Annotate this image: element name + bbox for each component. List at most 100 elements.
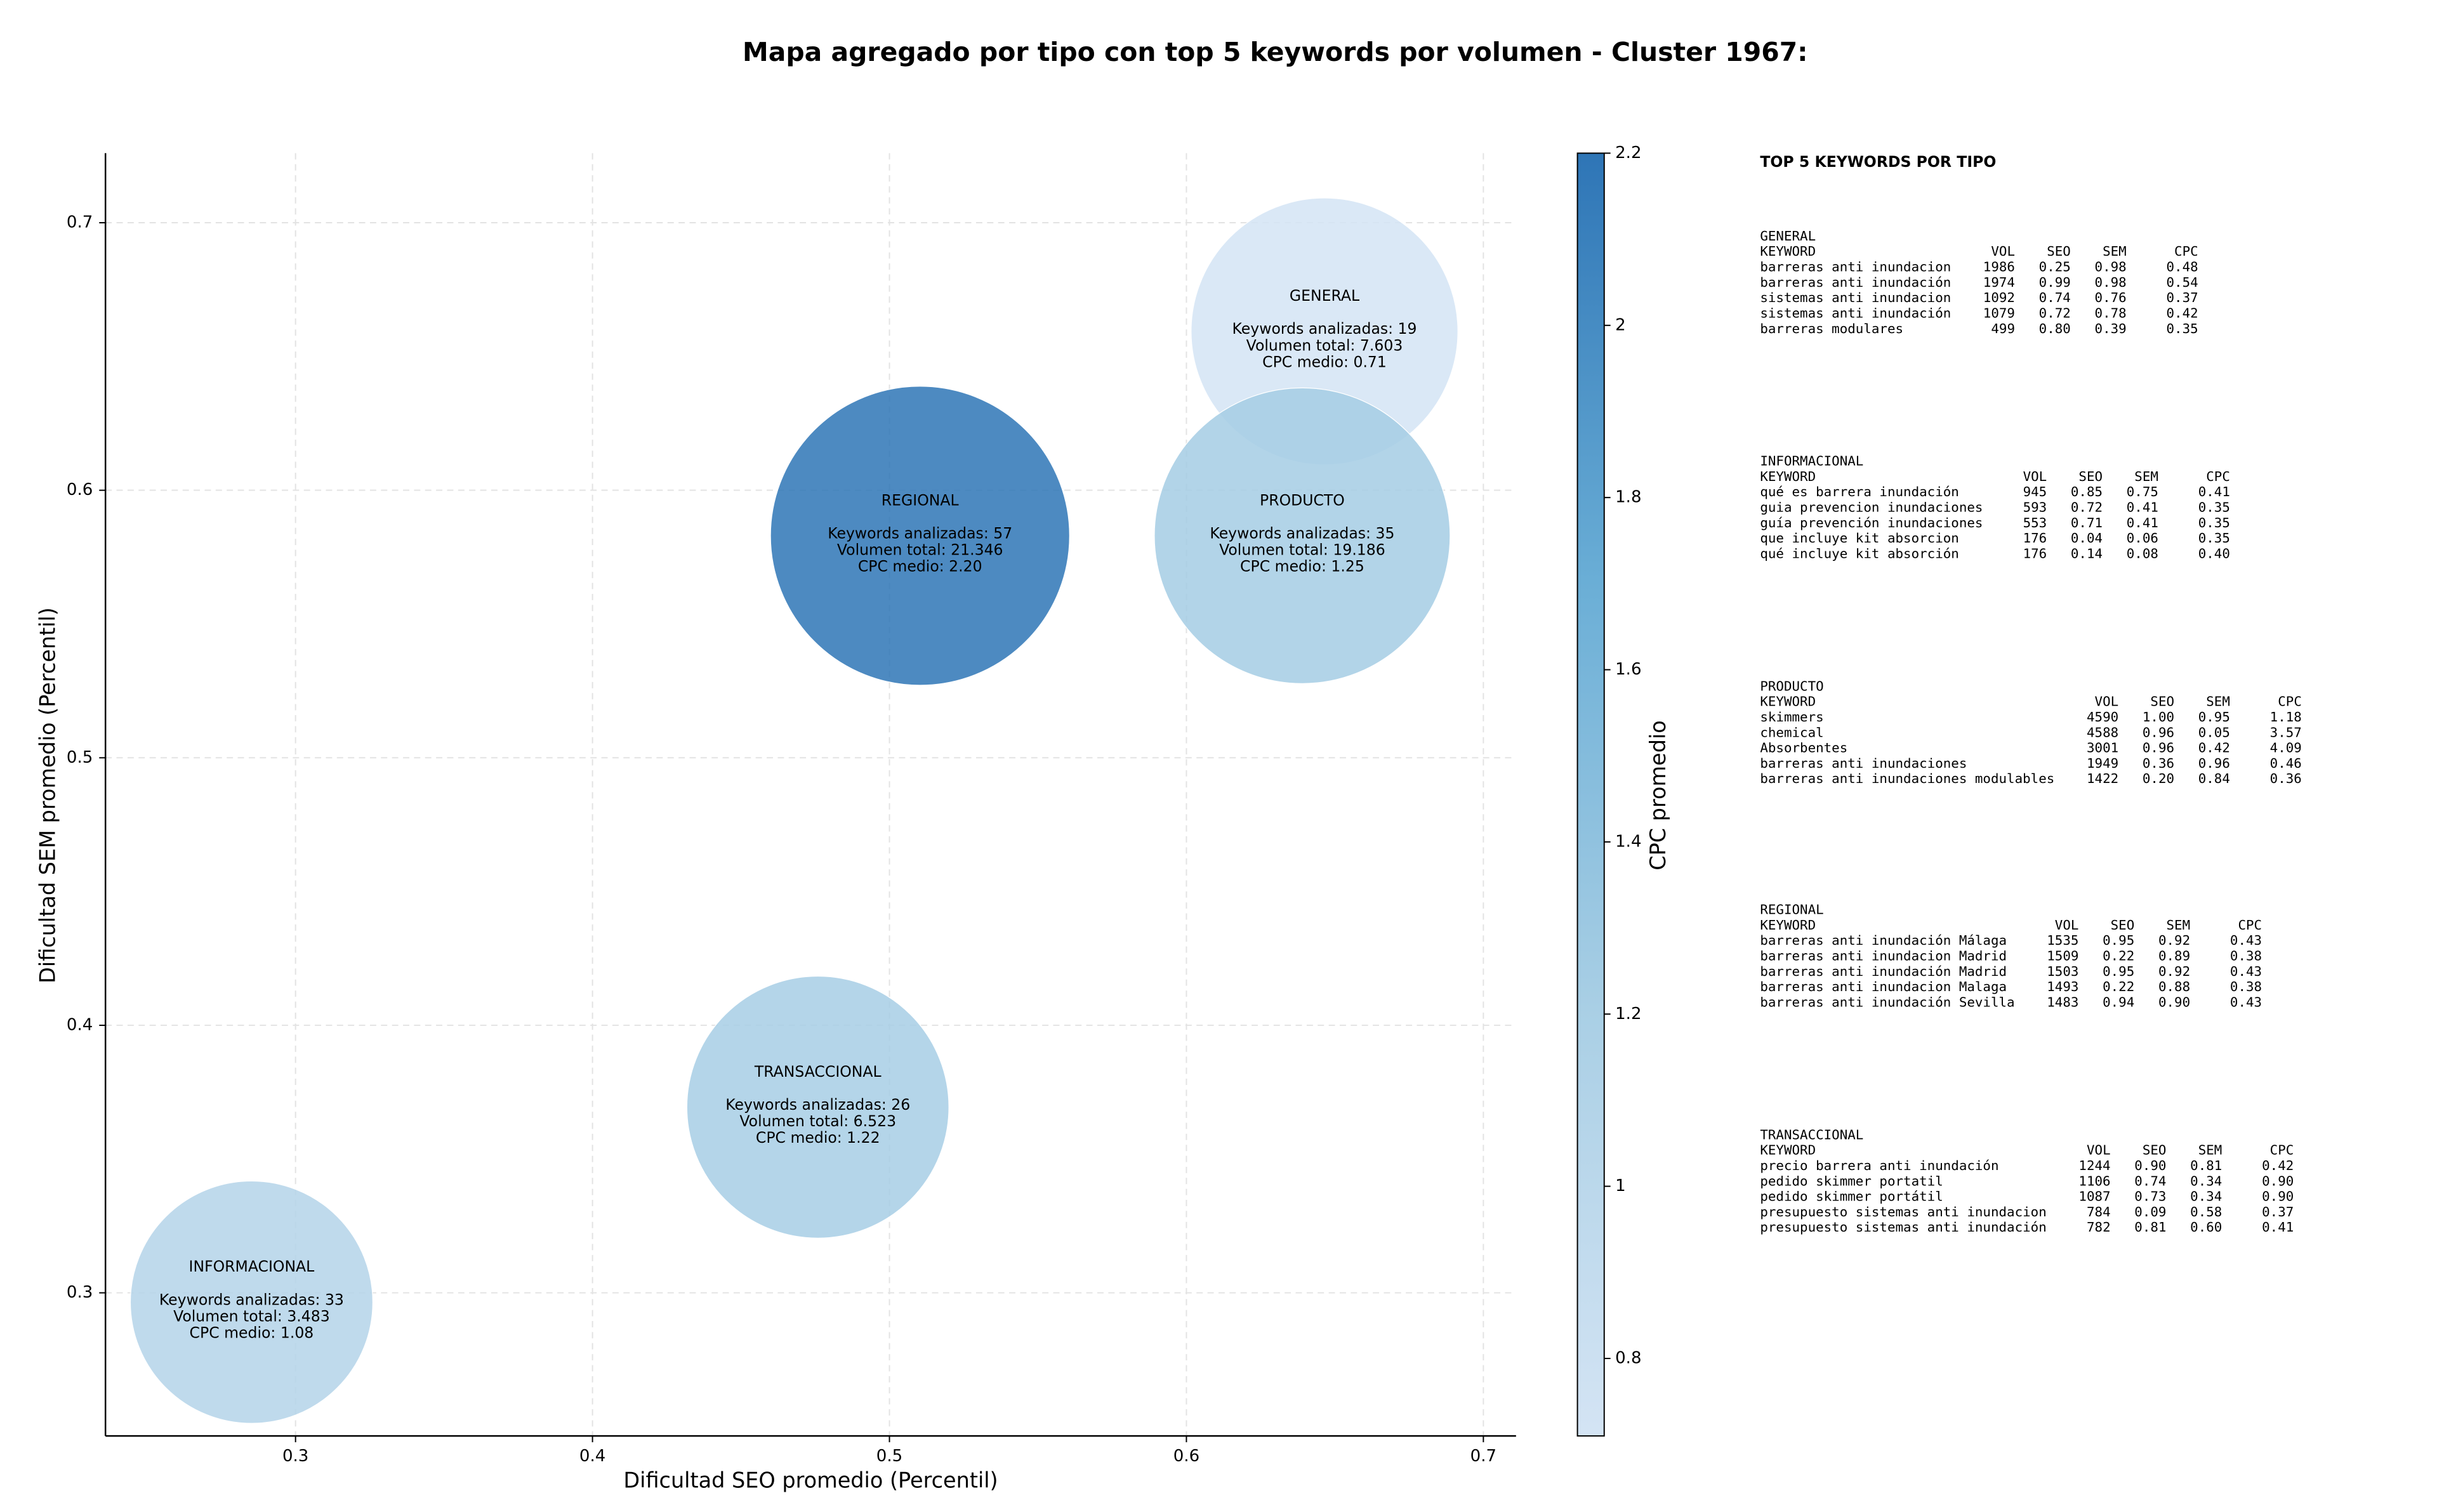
- panel-cell: 3001: [2087, 740, 2118, 756]
- x-tick-label: 0.3: [282, 1447, 308, 1466]
- colorbar-tick-label: 1.2: [1615, 1004, 1641, 1023]
- panel-header: SEM: [2167, 917, 2191, 933]
- panel-cell: 0.34: [2190, 1173, 2222, 1188]
- panel-cell: 0.96: [2143, 740, 2174, 756]
- bubble-label: Volumen total: 19.186: [1219, 541, 1385, 558]
- panel-cell: 0.90: [2262, 1173, 2294, 1188]
- panel-cell: barreras anti inundaciones modulables: [1760, 771, 2054, 786]
- panel-header: CPC: [2278, 694, 2302, 709]
- bubble: [1154, 387, 1451, 684]
- panel-cell: pedido skimmer portatil: [1760, 1173, 1943, 1188]
- panel-cell: 0.90: [2134, 1158, 2166, 1173]
- bubble-label: Keywords analizadas: 35: [1210, 524, 1394, 542]
- panel-cell: barreras anti inundación: [1760, 275, 1951, 290]
- panel-cell: 0.41: [2198, 484, 2230, 499]
- colorbar-tick-label: 1.8: [1615, 488, 1641, 507]
- bubble-label: Volumen total: 3.483: [173, 1307, 330, 1325]
- bubble-label: Volumen total: 7.603: [1246, 336, 1403, 354]
- panel-header: SEO: [2111, 917, 2135, 933]
- bubble-label: CPC medio: 0.71: [1262, 353, 1387, 371]
- panel-cell: 0.98: [2095, 260, 2127, 275]
- panel-cell: 0.54: [2167, 275, 2198, 290]
- panel-cell: qué incluye kit absorción: [1760, 546, 1959, 561]
- panel-cell: 0.43: [2230, 994, 2262, 1009]
- panel-cell: barreras modulares: [1760, 321, 1903, 336]
- panel-header: KEYWORD: [1760, 694, 1816, 709]
- bubble-label: CPC medio: 2.20: [858, 557, 982, 575]
- panel-cell: 1087: [2078, 1189, 2110, 1204]
- panel-header: VOL: [2055, 917, 2079, 933]
- panel-cell: 0.78: [2095, 305, 2127, 320]
- bubble-label: CPC medio: 1.22: [756, 1129, 880, 1147]
- panel-cell: 0.38: [2230, 949, 2262, 964]
- panel-cell: 0.35: [2167, 321, 2198, 336]
- panel-cell: 1493: [2047, 979, 2078, 994]
- panel-cell: guía prevención inundaciones: [1760, 515, 1983, 530]
- bubble: [129, 1180, 374, 1424]
- bubble: [770, 386, 1070, 686]
- panel-header: SEO: [2143, 1143, 2167, 1158]
- panel-header: SEO: [2047, 244, 2071, 259]
- panel-cell: 1503: [2047, 964, 2078, 979]
- panel-cell: 0.35: [2198, 530, 2230, 546]
- panel-cell: 0.99: [2039, 275, 2071, 290]
- panel-cell: 0.84: [2198, 771, 2230, 786]
- panel-cell: 0.73: [2134, 1189, 2166, 1204]
- panel-header: VOL: [1991, 244, 2015, 259]
- panel-cell: barreras anti inundacion: [1760, 260, 1951, 275]
- bubble-label: CPC medio: 1.08: [190, 1324, 314, 1341]
- panel-cell: 0.72: [2039, 305, 2071, 320]
- x-tick-label: 0.7: [1470, 1447, 1496, 1466]
- panel-cell: 0.60: [2190, 1219, 2222, 1235]
- panel-cell: barreras anti inundaciones: [1760, 756, 1967, 771]
- panel-cell: presupuesto sistemas anti inundacion: [1760, 1204, 2046, 1219]
- panel-cell: 0.20: [2143, 771, 2174, 786]
- panel-cell: 0.05: [2198, 725, 2230, 740]
- y-tick-label: 0.6: [67, 480, 93, 499]
- x-tick-label: 0.4: [579, 1447, 605, 1466]
- panel-cell: 0.74: [2134, 1173, 2166, 1188]
- panel-cell: 0.22: [2103, 949, 2134, 964]
- panel-cell: barreras anti inundación Madrid: [1760, 964, 2007, 979]
- panel-cell: 0.74: [2039, 290, 2071, 305]
- panel-header: SEM: [2206, 694, 2230, 709]
- panel-cell: 0.48: [2167, 260, 2198, 275]
- panel-cell: 0.25: [2039, 260, 2071, 275]
- panel-cell: 1986: [1983, 260, 2015, 275]
- colorbar-tick-label: 1.6: [1615, 660, 1641, 679]
- panel-cell: 0.92: [2158, 964, 2190, 979]
- panel-cell: que incluye kit absorcion: [1760, 530, 1959, 546]
- panel-cell: 4588: [2087, 725, 2118, 740]
- panel-cell: 0.81: [2190, 1158, 2222, 1173]
- panel-cell: 0.36: [2270, 771, 2302, 786]
- colorbar: [1576, 152, 1605, 1437]
- panel-cell: 0.09: [2134, 1204, 2166, 1219]
- panel-cell: 0.80: [2039, 321, 2071, 336]
- panel-cell: 0.96: [2198, 756, 2230, 771]
- y-tick-label: 0.3: [67, 1283, 93, 1302]
- panel-cell: precio barrera anti inundación: [1760, 1158, 1998, 1173]
- panel-cell: 1079: [1983, 305, 2015, 320]
- panel-cell: 0.39: [2095, 321, 2127, 336]
- x-tick-label: 0.5: [876, 1447, 902, 1466]
- bubble-label: Keywords analizadas: 33: [159, 1291, 344, 1308]
- panel-cell: 1949: [2087, 756, 2118, 771]
- bubble-name: PRODUCTO: [1260, 491, 1345, 509]
- panel-cell: 0.96: [2143, 725, 2174, 740]
- panel-cell: 0.35: [2198, 515, 2230, 530]
- panel-cell: barreras anti inundacion Madrid: [1760, 949, 2007, 964]
- panel-header: SEM: [2134, 469, 2158, 484]
- colorbar-tick-label: 2.2: [1615, 143, 1641, 162]
- panel-title: TOP 5 KEYWORDS POR TIPO: [1760, 153, 1996, 171]
- bubble-name: INFORMACIONAL: [189, 1258, 315, 1275]
- panel-cell: 0.90: [2158, 994, 2190, 1009]
- panel-cell: 0.81: [2134, 1219, 2166, 1235]
- panel-cell: 0.94: [2103, 994, 2134, 1009]
- panel-cell: 0.75: [2127, 484, 2158, 499]
- panel-cell: 0.95: [2103, 933, 2134, 948]
- bubble-label: Volumen total: 21.346: [837, 541, 1003, 558]
- panel-cell: 0.88: [2158, 979, 2190, 994]
- panel-header: CPC: [2174, 244, 2198, 259]
- panel-cell: 1092: [1983, 290, 2015, 305]
- panel-cell: 4.09: [2270, 740, 2302, 756]
